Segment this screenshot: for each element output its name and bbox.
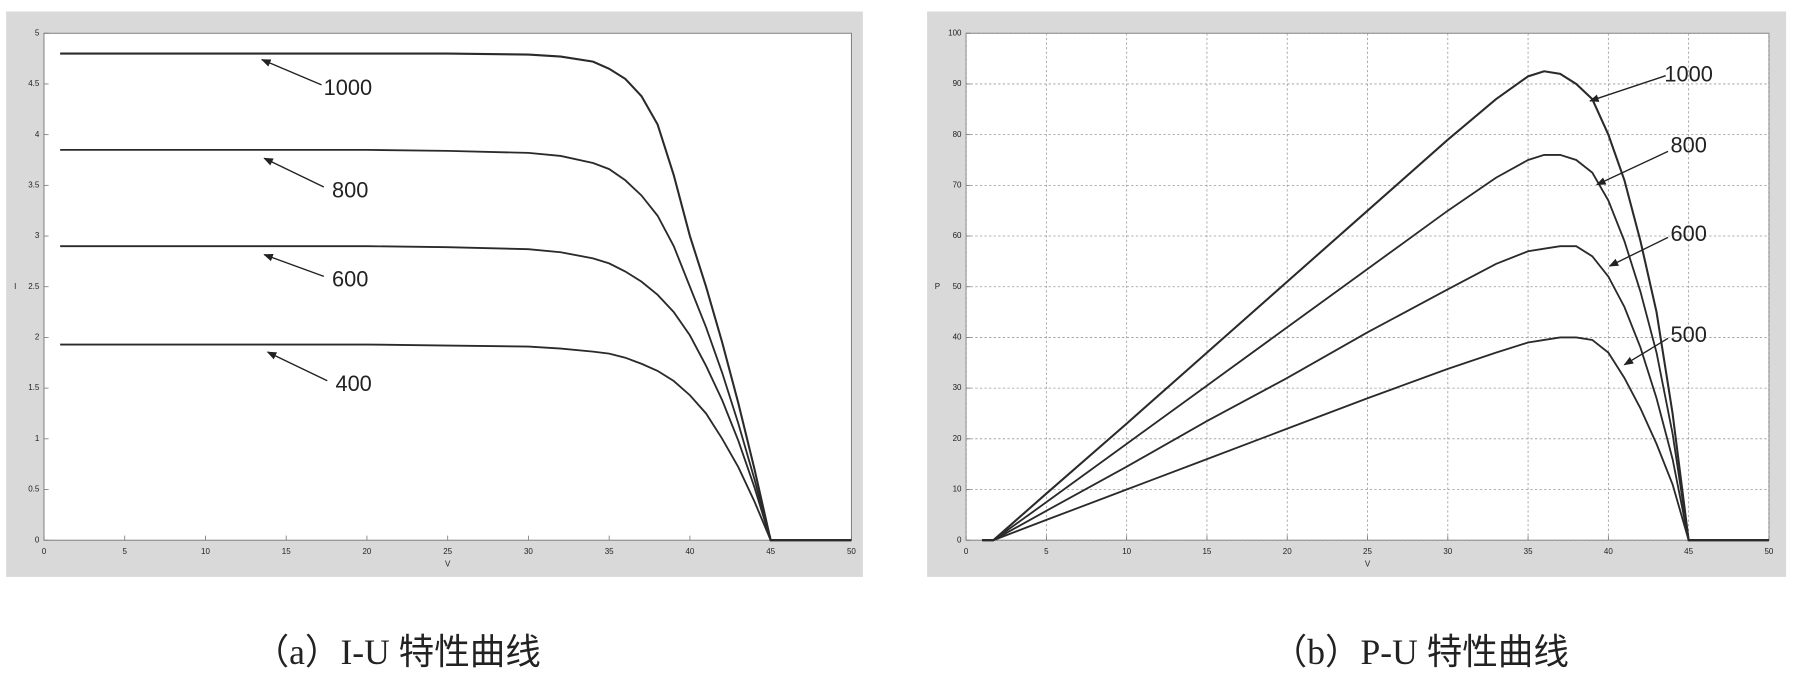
y-tick-label: 3 <box>35 231 40 240</box>
x-tick-label: 50 <box>1764 547 1773 556</box>
x-tick-label: 15 <box>282 547 291 556</box>
annotation-arrow <box>1623 337 1669 366</box>
curve <box>982 154 1769 542</box>
y-tick-label: 20 <box>953 434 962 443</box>
x-axis-label: V <box>445 559 451 568</box>
x-tick-label: 25 <box>1363 547 1372 556</box>
x-tick-label: 35 <box>1524 547 1533 556</box>
curve <box>60 245 852 542</box>
x-tick-label: 40 <box>685 547 694 556</box>
y-tick-label: 1.5 <box>28 383 40 392</box>
annotation-arrow <box>1596 150 1669 186</box>
y-tick-label: 4.5 <box>28 79 40 88</box>
y-axis-label: P <box>935 282 940 291</box>
y-tick-label: 10 <box>953 485 962 494</box>
annotation-arrow <box>1589 75 1666 102</box>
series-label: 600 <box>1670 221 1706 246</box>
x-tick-label: 45 <box>1684 547 1693 556</box>
x-tick-label: 50 <box>847 547 856 556</box>
plot-area <box>43 32 852 541</box>
annotation-arrow <box>263 253 325 278</box>
annotation-arrow <box>1608 236 1669 267</box>
series-label: 500 <box>1670 322 1706 347</box>
x-tick-label: 0 <box>964 547 969 556</box>
series-label: 400 <box>335 371 371 396</box>
y-tick-label: 2.5 <box>28 282 40 291</box>
y-tick-label: 4 <box>35 130 40 139</box>
y-tick-label: 60 <box>953 231 962 240</box>
caption: （a）I-U 特性曲线 <box>254 632 541 672</box>
x-tick-label: 40 <box>1604 547 1613 556</box>
y-tick-label: 3.5 <box>28 180 40 189</box>
curve <box>60 343 852 542</box>
x-tick-label: 15 <box>1202 547 1211 556</box>
x-tick-label: 5 <box>122 547 127 556</box>
annotation-arrow <box>266 351 328 382</box>
x-tick-label: 30 <box>1443 547 1452 556</box>
x-tick-label: 10 <box>201 547 210 556</box>
x-tick-label: 5 <box>1044 547 1049 556</box>
y-tick-label: 40 <box>953 333 962 342</box>
y-tick-label: 30 <box>953 383 962 392</box>
x-tick-label: 20 <box>1283 547 1292 556</box>
y-tick-label: 70 <box>953 180 962 189</box>
y-tick-label: 90 <box>953 79 962 88</box>
annotation-arrow <box>263 157 325 188</box>
curve <box>982 336 1769 542</box>
curve <box>60 148 852 542</box>
x-tick-label: 10 <box>1122 547 1131 556</box>
curve <box>982 70 1769 542</box>
y-tick-label: 2 <box>35 333 40 342</box>
y-tick-label: 80 <box>953 130 962 139</box>
series-label: 800 <box>1670 133 1706 158</box>
y-tick-label: 50 <box>953 282 962 291</box>
x-tick-label: 20 <box>362 547 371 556</box>
series-label: 600 <box>332 267 368 292</box>
y-tick-label: 0 <box>957 535 962 544</box>
y-axis-label: I <box>14 282 16 291</box>
series-label: 1000 <box>1664 61 1712 86</box>
y-tick-label: 100 <box>948 28 962 37</box>
curve <box>982 245 1769 542</box>
x-tick-label: 35 <box>605 547 614 556</box>
x-tick-label: 45 <box>766 547 775 556</box>
y-tick-label: 0 <box>35 535 40 544</box>
series-label: 800 <box>332 177 368 202</box>
y-tick-label: 0.5 <box>28 485 40 494</box>
curve <box>60 52 852 542</box>
y-tick-label: 1 <box>35 434 40 443</box>
y-tick-label: 5 <box>35 28 40 37</box>
x-tick-label: 0 <box>42 547 47 556</box>
x-axis-label: V <box>1365 559 1371 568</box>
x-tick-label: 25 <box>443 547 452 556</box>
caption: （b）P-U 特性曲线 <box>1272 632 1569 672</box>
annotation-arrow <box>261 59 322 86</box>
series-label: 1000 <box>324 75 372 100</box>
x-tick-label: 30 <box>524 547 533 556</box>
